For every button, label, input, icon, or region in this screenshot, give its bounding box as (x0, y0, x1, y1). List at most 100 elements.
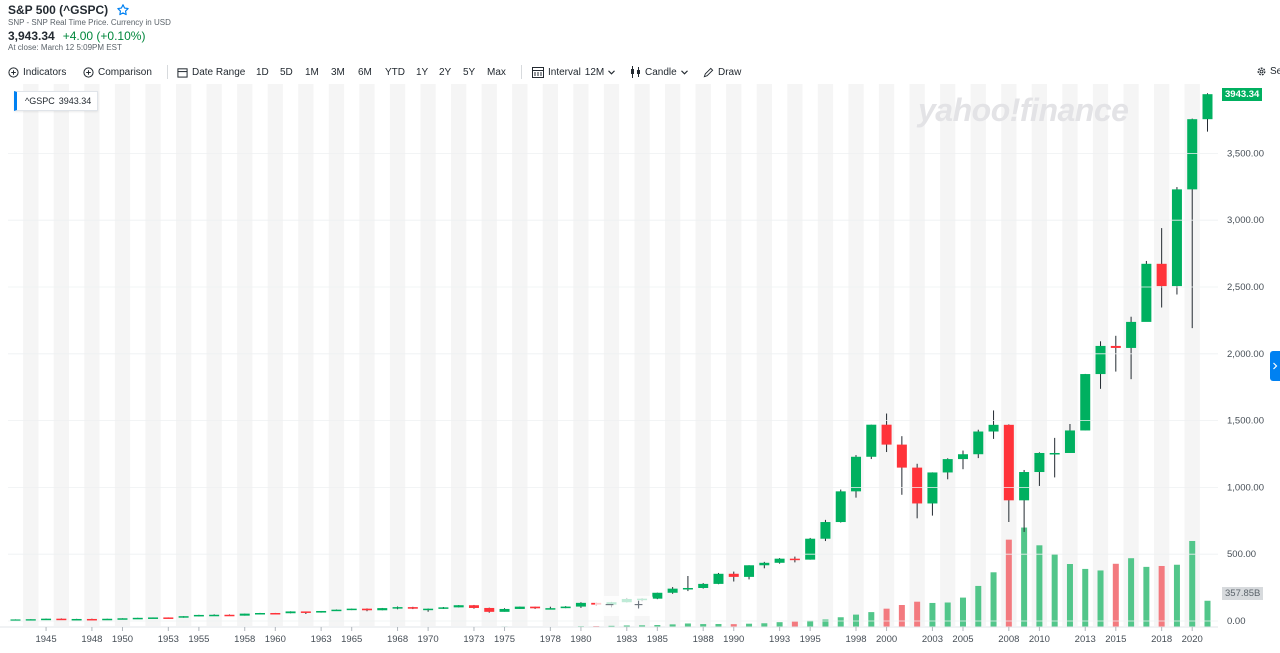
range-1d[interactable]: 1D (256, 66, 269, 78)
candle-body (881, 424, 892, 445)
candle-body (698, 583, 709, 588)
settings-button[interactable]: Se (1256, 66, 1280, 77)
indicators-button[interactable]: Indicators (8, 67, 66, 78)
year-band (481, 84, 497, 626)
candle-body (453, 605, 464, 608)
draw-label: Draw (718, 66, 742, 78)
candle-body (805, 538, 816, 560)
candle-body (820, 522, 831, 539)
volume-bar (990, 572, 997, 627)
plus-circle-icon (8, 66, 19, 78)
range-6m[interactable]: 6M (358, 66, 372, 78)
interval-label: Interval (548, 66, 581, 78)
volume-bar (669, 624, 676, 627)
year-band (940, 84, 956, 626)
candle-body (1187, 119, 1198, 190)
volume-bar (1066, 564, 1073, 627)
volume-bar (1189, 540, 1196, 627)
candle-body (25, 619, 36, 621)
candle-body (484, 607, 495, 612)
candle-body (163, 617, 174, 619)
volume-bar (623, 625, 630, 627)
candle-body (270, 612, 281, 615)
x-tick-label: 1985 (647, 634, 668, 645)
x-tick-label: 1978 (540, 634, 561, 645)
volume-bar (1097, 570, 1104, 627)
candle-body (224, 614, 235, 617)
zoom-in-button[interactable]: + (633, 597, 644, 614)
x-tick-label: 1960 (265, 634, 286, 645)
x-tick-label: 1998 (845, 634, 866, 645)
chart-toolbar: Indicators Comparison Date Range 1D 5D 1… (0, 62, 1280, 82)
candle-body (1171, 189, 1182, 287)
chevron-down-icon (608, 69, 616, 75)
x-tick-label: 1975 (494, 634, 515, 645)
range-5y[interactable]: 5Y (463, 66, 476, 78)
candle-body (896, 444, 907, 468)
range-1m[interactable]: 1M (305, 66, 319, 78)
candle-body (300, 611, 311, 613)
range-3m[interactable]: 3M (331, 66, 345, 78)
x-tick-label: 1990 (723, 634, 744, 645)
volume-bar (1021, 527, 1028, 627)
volume-bar (898, 605, 905, 627)
comparison-button[interactable]: Comparison (83, 67, 152, 78)
candle-body (1003, 424, 1014, 501)
year-band (695, 84, 711, 626)
year-band (542, 84, 559, 626)
year-band (175, 84, 192, 626)
volume-bar (868, 612, 875, 627)
draw-button[interactable]: Draw (703, 67, 741, 78)
volume-bar (715, 623, 722, 627)
volume-bar (807, 620, 814, 627)
candle-body (346, 608, 357, 611)
comparison-label: Comparison (98, 66, 152, 78)
x-tick-label: 1980 (570, 634, 591, 645)
candle-body (1126, 321, 1137, 348)
candle-body (575, 602, 586, 607)
year-band (114, 84, 131, 626)
x-tick-label: 2005 (952, 634, 973, 645)
indicators-label: Indicators (23, 66, 67, 78)
candle-body (316, 610, 327, 613)
candle-body (728, 573, 739, 577)
expand-panel-button[interactable] (1270, 351, 1280, 381)
candle-body (209, 614, 220, 617)
year-band (573, 84, 589, 626)
toolbar-divider (521, 65, 522, 79)
zoom-out-button[interactable]: − (604, 597, 615, 614)
candle-body (957, 454, 968, 460)
price-chart[interactable]: 0.00 500.00 1,000.00 1,500.00 2,000.00 2,500.… (0, 83, 1280, 653)
range-2y[interactable]: 2Y (439, 66, 452, 78)
candle-body (866, 424, 877, 457)
chart-type-button[interactable]: Candle (630, 66, 688, 78)
y-tick-label: 2,000.00 (1227, 349, 1264, 360)
candle-body (942, 459, 953, 473)
x-tick-label: 1948 (81, 634, 102, 645)
y-tick-label: 0.00 (1227, 616, 1246, 627)
current-price: 3,943.34 (8, 29, 55, 43)
year-band (53, 84, 69, 626)
interval-button[interactable]: Interval 12M (532, 66, 616, 78)
candle-body (1202, 94, 1213, 120)
candle-body (682, 587, 693, 590)
candle-body (652, 592, 663, 599)
year-band (1154, 84, 1170, 626)
volume-bar (822, 619, 829, 627)
series-legend[interactable]: ^GSPC 3943.34 (14, 91, 99, 111)
y-tick-label: 3,000.00 (1227, 215, 1264, 226)
range-max[interactable]: Max (487, 66, 506, 78)
range-1y[interactable]: 1Y (416, 66, 429, 78)
year-band (451, 84, 467, 626)
volume-bar (1112, 563, 1119, 627)
star-icon[interactable] (116, 3, 130, 17)
candle-body (927, 472, 938, 504)
x-tick-label: 1970 (418, 634, 439, 645)
candle-body (1019, 472, 1030, 501)
range-5d[interactable]: 5D (280, 66, 293, 78)
date-range-button[interactable]: Date Range (177, 67, 245, 78)
candle-body (438, 607, 449, 609)
range-ytd[interactable]: YTD (385, 66, 405, 78)
candle-body (178, 616, 189, 618)
volume-bar (1204, 600, 1211, 627)
